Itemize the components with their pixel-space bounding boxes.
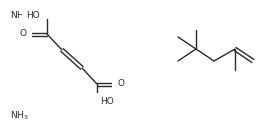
- Text: HO: HO: [100, 97, 114, 107]
- Text: NH$_3$: NH$_3$: [10, 10, 29, 22]
- Text: O: O: [117, 80, 124, 88]
- Text: O: O: [20, 30, 27, 38]
- Text: NH$_3$: NH$_3$: [10, 110, 29, 122]
- Text: HO: HO: [26, 11, 40, 20]
